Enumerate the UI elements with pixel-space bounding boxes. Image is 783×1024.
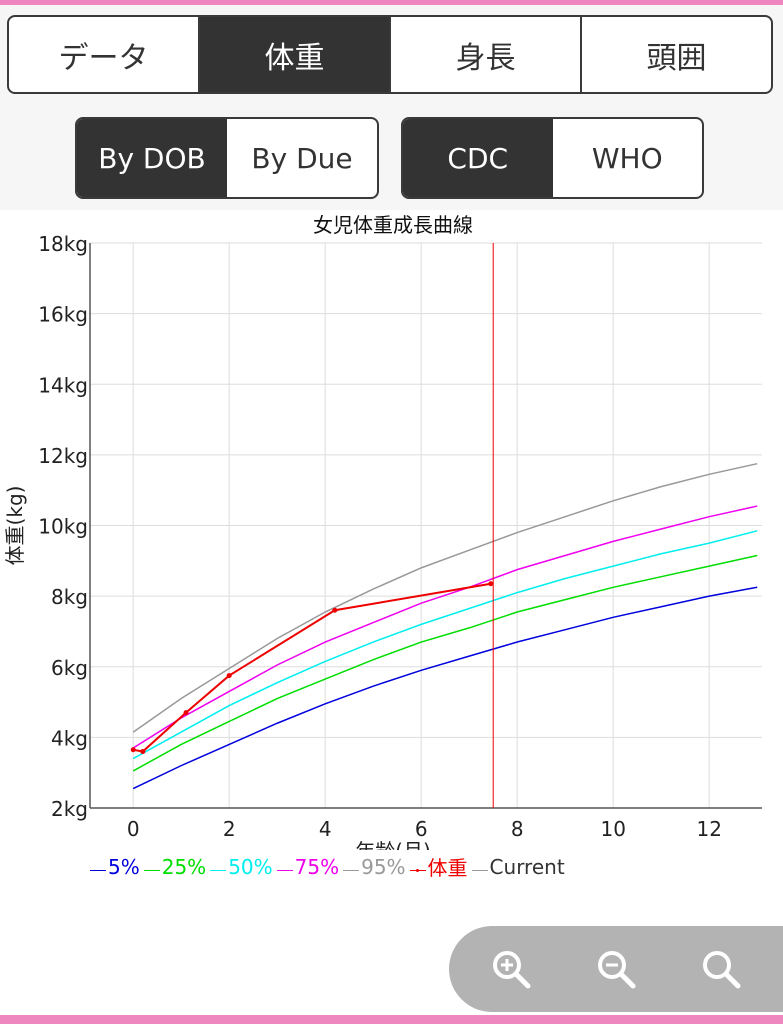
tab-data[interactable]: データ: [9, 17, 200, 92]
legend-label-95: 95%: [361, 854, 406, 879]
legend-item-5: 5%: [90, 855, 140, 879]
weight-point: [140, 749, 146, 754]
legend-label-5: 5%: [108, 854, 140, 879]
y-tick-label: 4kg: [51, 726, 88, 750]
chart-legend: 5% 25% 50% 75% 95% 体重 Current: [90, 852, 569, 881]
zoom-controls: [449, 926, 783, 1012]
x-tick-label: 10: [600, 817, 625, 841]
x-tick-label: 2: [223, 817, 236, 841]
percentile-line-5: [132, 586, 758, 790]
y-tick-label: 2kg: [51, 797, 88, 821]
legend-label-50: 50%: [228, 854, 273, 879]
cdc-option[interactable]: CDC: [403, 119, 553, 197]
legend-label-weight: 体重: [427, 856, 468, 880]
percentile-line-95: [132, 462, 758, 733]
age-basis-toggle: By DOB By Due: [75, 117, 379, 199]
legend-item-75: 75%: [276, 854, 340, 879]
y-tick-label: 8kg: [51, 585, 88, 609]
zoom-reset-button[interactable]: [696, 944, 746, 994]
zoom-in-button[interactable]: [486, 944, 536, 994]
top-accent-bar: [0, 0, 783, 5]
zoom-out-button[interactable]: [591, 944, 641, 994]
percentile-line-75: [132, 505, 758, 749]
y-axis-label: 体重(kg): [3, 486, 27, 566]
y-tick-label: 10kg: [38, 515, 88, 539]
y-tick-label: 12kg: [38, 444, 88, 468]
who-option[interactable]: WHO: [591, 141, 663, 175]
x-tick-label: 8: [511, 817, 524, 841]
weight-point: [226, 673, 232, 679]
by-dob-option[interactable]: By DOB: [77, 119, 227, 197]
growth-chart-area[interactable]: 女児体重成長曲線 2kg 4kg 6kg 8kg 10kg 12kg 14kg 16kg 18kg…: [0, 210, 783, 1020]
tab-head-circumference[interactable]: 頭囲: [646, 40, 707, 76]
x-tick-label: 6: [415, 817, 428, 841]
y-tick-label: 6kg: [51, 656, 88, 680]
weight-point: [488, 581, 494, 587]
growth-chart[interactable]: 女児体重成長曲線 2kg 4kg 6kg 8kg 10kg 12kg 14kg 16kg 18kg…: [0, 210, 783, 850]
main-tabs: データ 体重 身長 頭囲: [7, 15, 773, 94]
x-tick-label: 0: [127, 817, 140, 841]
weight-point: [332, 607, 338, 613]
y-tick-label: 14kg: [38, 373, 88, 397]
legend-item-50: 50%: [210, 854, 273, 879]
legend-item-weight: 体重: [409, 852, 468, 881]
weight-point: [183, 710, 189, 716]
y-tick-label: 18kg: [38, 232, 88, 256]
by-due-option[interactable]: By Due: [251, 141, 353, 175]
zoom-reset-icon: [702, 951, 741, 989]
percentile-line-50: [132, 530, 758, 760]
legend-item-current: Current: [471, 854, 565, 879]
growth-standard-toggle: CDC WHO: [401, 117, 704, 199]
legend-label-current: Current: [489, 854, 565, 879]
chart-title: 女児体重成長曲線: [313, 213, 473, 237]
percentile-line-25: [132, 554, 758, 772]
legend-item-25: 25%: [143, 854, 207, 879]
zoom-in-icon: [493, 951, 531, 989]
x-tick-label: 4: [319, 817, 332, 841]
x-tick-label: 12: [696, 817, 721, 841]
tab-height[interactable]: 身長: [391, 17, 582, 92]
legend-item-95: 95%: [343, 854, 406, 879]
x-axis-label: 年齢(月): [355, 839, 431, 850]
tab-weight[interactable]: 体重: [200, 17, 391, 92]
weight-point: [130, 747, 136, 753]
legend-label-25: 25%: [161, 854, 207, 879]
zoom-out-icon: [597, 951, 636, 989]
legend-label-75: 75%: [294, 854, 340, 879]
y-tick-label: 16kg: [38, 303, 88, 327]
bottom-accent-bar: [0, 1015, 783, 1024]
